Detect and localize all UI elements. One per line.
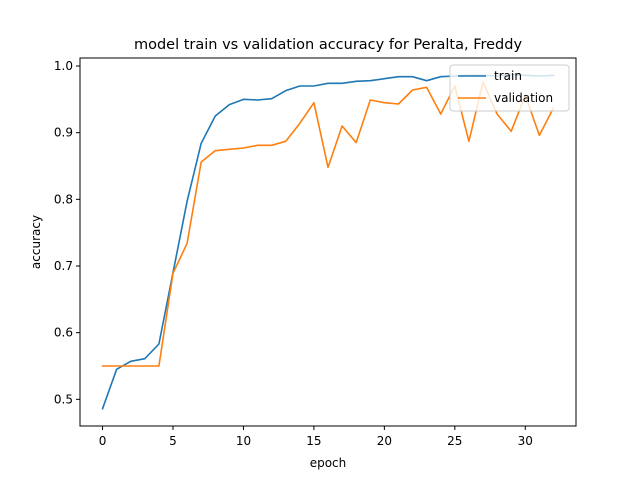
x-tick-label: 0 <box>99 434 107 448</box>
y-axis-label: accuracy <box>29 215 43 269</box>
x-tick-label: 5 <box>169 434 177 448</box>
y-tick-label: 1.0 <box>54 59 73 73</box>
x-tick-label: 30 <box>518 434 533 448</box>
y-tick-label: 0.7 <box>54 259 73 273</box>
x-tick-label: 25 <box>447 434 462 448</box>
x-axis-label: epoch <box>310 456 347 470</box>
axis-ticks: 0 5 10 15 20 25 30 0.5 0.6 0.7 0.8 0.9 1.0 <box>54 59 533 448</box>
chart-title: model train vs validation accuracy for P… <box>134 37 523 53</box>
x-tick-label: 15 <box>306 434 321 448</box>
x-tick-label: 20 <box>377 434 392 448</box>
y-tick-label: 0.9 <box>54 126 73 140</box>
y-tick-label: 0.6 <box>54 326 73 340</box>
y-tick-label: 0.5 <box>54 392 73 406</box>
y-tick-label: 0.8 <box>54 192 73 206</box>
legend-label-validation: validation <box>494 91 553 105</box>
x-tick-label: 10 <box>236 434 251 448</box>
legend-label-train: train <box>494 69 522 83</box>
plot-area-frame <box>79 57 577 427</box>
legend: train validation <box>449 64 570 112</box>
